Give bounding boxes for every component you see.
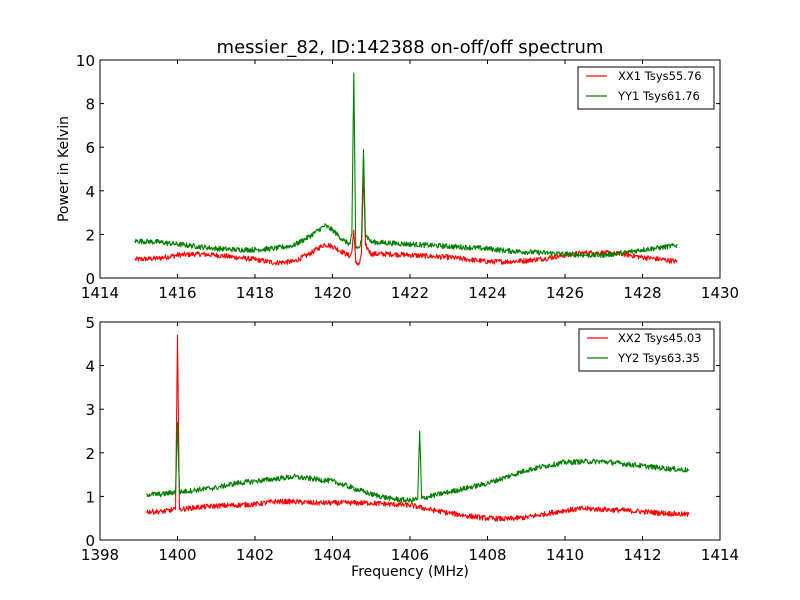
x-tick-label: 1424 bbox=[468, 284, 506, 302]
x-tick-label: 1408 bbox=[468, 546, 506, 564]
y-tick-label: 2 bbox=[85, 445, 95, 463]
legend-label-xx2: XX2 Tsys45.03 bbox=[618, 331, 702, 345]
series-line-yy1 bbox=[134, 72, 678, 259]
y-tick-label: 8 bbox=[85, 96, 95, 114]
y-tick-label: 0 bbox=[85, 270, 95, 288]
bottom-panel: 1398 1400 1402 1404 1406 1408 1410 1412 1414 0 1 2 3… bbox=[81, 314, 739, 580]
x-axis-label: Frequency (MHz) bbox=[351, 564, 469, 580]
chart-title: messier_82, ID:142388 on-off/off spectru… bbox=[217, 37, 604, 58]
y-tick-label: 2 bbox=[85, 226, 95, 244]
bottom-axes-frame bbox=[99, 321, 721, 541]
x-tick-label: 1416 bbox=[158, 284, 196, 302]
y-axis-label: Power in Kelvin bbox=[56, 116, 72, 222]
x-tick-label: 1428 bbox=[623, 284, 661, 302]
legend-label-yy2: YY2 Tsys63.35 bbox=[617, 351, 700, 365]
top-panel: messier_82, ID:142388 on-off/off spectru… bbox=[56, 37, 739, 302]
y-tick-label: 4 bbox=[85, 183, 95, 201]
x-tick-label: 1422 bbox=[391, 284, 429, 302]
series-line-xx1 bbox=[134, 168, 678, 266]
x-tick-label: 1418 bbox=[236, 284, 274, 302]
legend-label-xx1: XX1 Tsys55.76 bbox=[618, 69, 702, 83]
bottom-legend: XX2 Tsys45.03 YY2 Tsys63.35 bbox=[578, 328, 715, 372]
bottom-legend-box bbox=[578, 328, 715, 372]
top-legend-box bbox=[577, 66, 715, 110]
y-tick-label: 5 bbox=[85, 314, 95, 332]
top-series-group bbox=[134, 72, 678, 266]
x-tick-label: 1414 bbox=[81, 284, 119, 302]
legend-label-yy1: YY1 Tsys61.76 bbox=[617, 89, 700, 103]
x-tick-label: 1398 bbox=[81, 546, 119, 564]
series-line-xx2 bbox=[146, 334, 690, 522]
y-tick-label: 6 bbox=[85, 139, 95, 157]
y-tick-label: 1 bbox=[85, 488, 95, 506]
x-tick-label: 1414 bbox=[701, 546, 739, 564]
series-line-yy2 bbox=[146, 421, 690, 504]
y-tick-label: 4 bbox=[85, 358, 95, 376]
top-axes-frame bbox=[99, 59, 721, 279]
y-tick-label: 0 bbox=[85, 532, 95, 550]
x-tick-label: 1402 bbox=[236, 546, 274, 564]
x-tick-label: 1430 bbox=[701, 284, 739, 302]
bottom-series-group bbox=[146, 334, 690, 522]
x-tick-label: 1404 bbox=[313, 546, 351, 564]
x-tick-label: 1412 bbox=[623, 546, 661, 564]
x-tick-label: 1400 bbox=[158, 546, 196, 564]
y-tick-label: 3 bbox=[85, 401, 95, 419]
bottom-ticks-group: 1398 1400 1402 1404 1406 1408 1410 1412 1414 0 1 2 3… bbox=[81, 314, 739, 564]
x-tick-label: 1420 bbox=[313, 284, 351, 302]
x-tick-label: 1410 bbox=[546, 546, 584, 564]
top-legend: XX1 Tsys55.76 YY1 Tsys61.76 bbox=[577, 66, 715, 110]
top-ticks-group: 1414 1416 1418 1420 1422 1424 1426 1428 1430 0 2 4 6… bbox=[76, 52, 739, 302]
y-tick-label: 10 bbox=[76, 52, 95, 70]
x-tick-label: 1406 bbox=[391, 546, 429, 564]
x-tick-label: 1426 bbox=[546, 284, 584, 302]
